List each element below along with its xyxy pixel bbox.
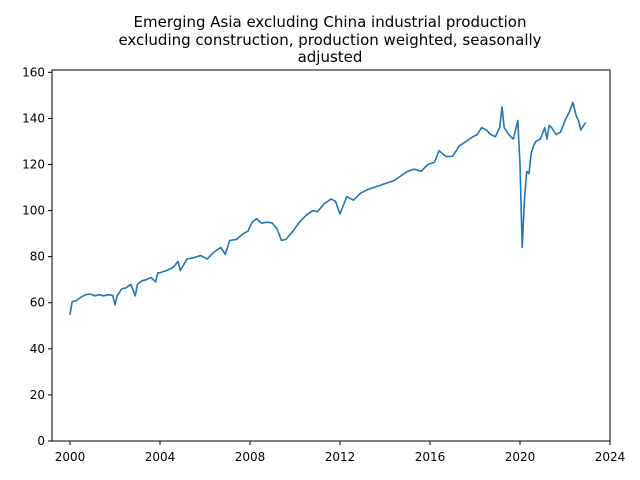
x-tick-label: 2020 [505, 450, 536, 464]
x-axis: 2000 2004 2008 2012 2016 2020 2024 [55, 441, 626, 464]
chart-title-line-1: Emerging Asia excluding China industrial… [134, 13, 527, 31]
y-tick-label: 0 [37, 434, 45, 448]
x-tick-label: 2004 [145, 450, 176, 464]
y-tick-label: 40 [30, 342, 45, 356]
chart-title-line-3: adjusted [298, 48, 363, 66]
x-tick-label: 2000 [55, 450, 86, 464]
axes-frame [51, 69, 611, 442]
y-tick-label: 80 [30, 250, 45, 264]
y-tick-label: 120 [22, 157, 45, 171]
y-axis: 0 20 40 60 80 100 120 140 160 [22, 65, 52, 448]
x-tick-label: 2016 [415, 450, 446, 464]
y-tick-label: 20 [30, 388, 45, 402]
x-tick-label: 2024 [595, 450, 626, 464]
x-tick-label: 2012 [325, 450, 356, 464]
y-tick-label: 140 [22, 111, 45, 125]
chart-title: Emerging Asia excluding China industrial… [118, 13, 541, 66]
x-tick-label: 2008 [235, 450, 266, 464]
chart-title-line-2: excluding construction, production weigh… [118, 31, 541, 49]
y-tick-label: 60 [30, 296, 45, 310]
plot-area [51, 69, 611, 442]
y-tick-label: 100 [22, 204, 45, 218]
y-tick-label: 160 [22, 65, 45, 79]
series-line [69, 101, 587, 316]
